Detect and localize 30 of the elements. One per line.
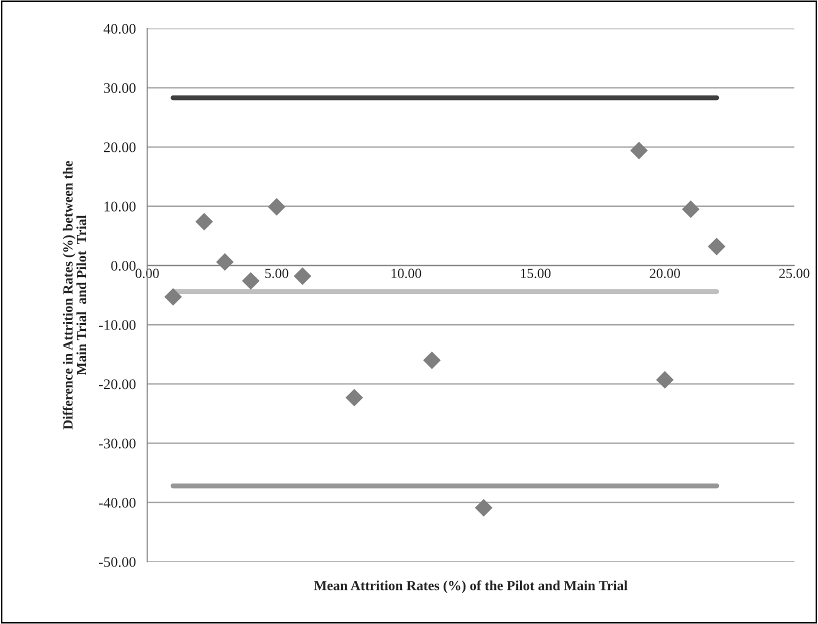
x-axis-title: Mean Attrition Rates (%) of the Pilot and Main Trial — [314, 580, 628, 594]
point — [708, 238, 726, 256]
y-tick-label: -20.00 — [99, 379, 136, 390]
point — [195, 212, 213, 230]
point — [682, 200, 700, 218]
x-tick-label: 10.00 — [392, 268, 422, 278]
y-tick-label: 20.00 — [104, 142, 136, 152]
y-tick-label: -10.00 — [99, 320, 136, 330]
y-tick-label: -30.00 — [99, 438, 136, 448]
point — [474, 499, 492, 517]
x-tick-label: 15.00 — [521, 268, 551, 278]
point — [346, 388, 364, 406]
point — [656, 371, 674, 389]
point — [216, 253, 234, 271]
x-tick-label: 25.00 — [779, 268, 810, 278]
x-tick-label: 5.00 — [265, 268, 288, 278]
x-tick-label: 20.00 — [650, 268, 680, 278]
y-tick-label: 30.00 — [104, 83, 136, 94]
point — [630, 142, 648, 160]
point — [164, 288, 182, 306]
point — [242, 272, 260, 290]
y-tick-label: 10.00 — [104, 202, 136, 212]
point — [294, 267, 312, 285]
y-axis-title: Difference in Attrition Rates (%) between the Main Trial and Pilot Trial — [62, 160, 86, 430]
y-tick-label: -50.00 — [99, 557, 136, 567]
y-tick-label: 40.00 — [104, 24, 136, 34]
y-tick-label: 0.00 — [111, 260, 136, 271]
point — [268, 198, 286, 216]
point — [423, 352, 441, 370]
y-tick-label: -40.00 — [99, 498, 136, 508]
